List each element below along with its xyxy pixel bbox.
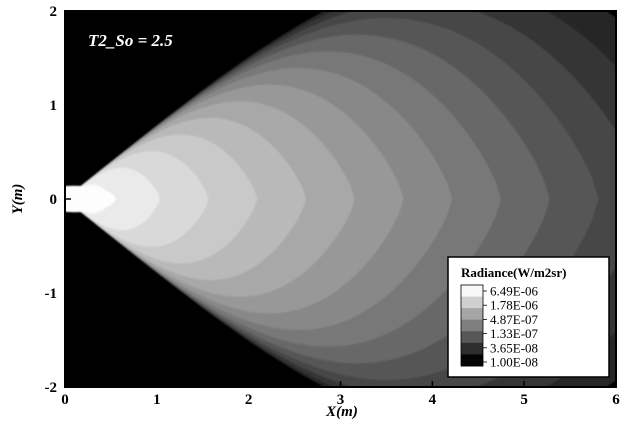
legend-swatch	[461, 308, 483, 321]
y-tick-label: 0	[50, 192, 58, 208]
x-tick-label: 6	[612, 392, 620, 408]
y-tick-label: 2	[50, 4, 58, 20]
x-tick-label: 1	[153, 392, 161, 408]
legend-entry: 1.00E-08	[490, 355, 538, 370]
chart-title: T2_So = 2.5	[88, 31, 173, 50]
x-tick-label: 4	[429, 392, 437, 408]
legend-entry: 1.78E-06	[490, 298, 539, 313]
x-axis: 0 1 2 3 4 5 6	[61, 381, 620, 408]
legend-entry: 1.33E-07	[490, 326, 539, 341]
y-tick-label: -1	[45, 286, 58, 302]
legend-entry: 4.87E-07	[490, 312, 539, 327]
legend-swatch	[461, 342, 483, 355]
legend: Radiance(W/m2sr) 6.49E-061.78E-064.87E-0…	[447, 256, 610, 378]
legend-entries: 6.49E-061.78E-064.87E-071.33E-073.65E-08…	[483, 284, 539, 370]
x-axis-label: X(m)	[325, 404, 358, 420]
legend-swatch	[461, 354, 483, 367]
y-axis-label: Y(m)	[10, 184, 26, 215]
legend-colorbar-frame	[460, 284, 484, 367]
legend-swatch	[461, 296, 483, 309]
x-tick-label: 0	[61, 392, 69, 408]
legend-title: Radiance(W/m2sr)	[461, 265, 566, 280]
x-tick-label: 3	[337, 392, 345, 408]
source-core	[65, 185, 116, 213]
legend-entry: 3.65E-08	[490, 340, 538, 355]
legend-entry: 6.49E-06	[490, 284, 539, 299]
legend-swatch	[461, 331, 483, 344]
y-tick-label: -2	[45, 380, 58, 396]
y-tick-label: 1	[50, 98, 58, 114]
legend-swatch	[461, 285, 483, 297]
y-axis: -2 -1 0 1 2	[45, 4, 71, 396]
x-tick-label: 2	[245, 392, 253, 408]
x-tick-label: 5	[520, 392, 528, 408]
legend-colorbar	[460, 284, 484, 367]
legend-swatch	[461, 319, 483, 332]
